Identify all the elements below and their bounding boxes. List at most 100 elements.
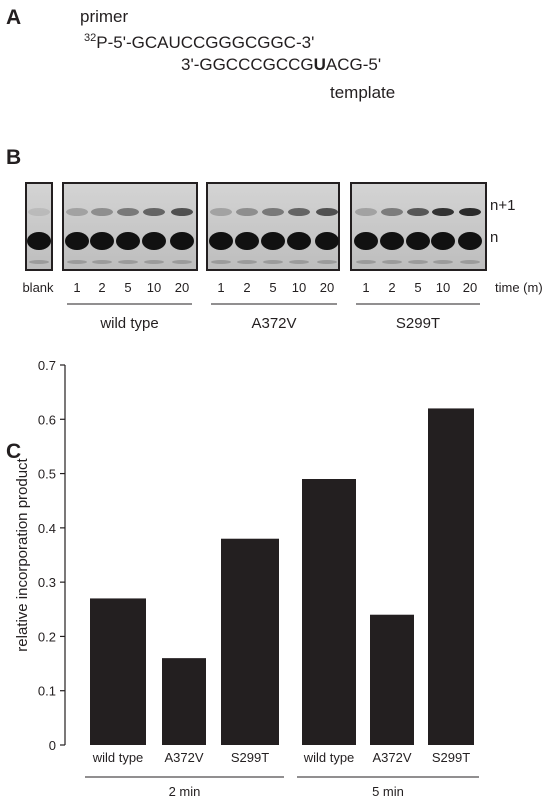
group-label: S299T xyxy=(396,315,440,332)
group-label: 2 min xyxy=(169,784,201,799)
band xyxy=(316,208,338,216)
band xyxy=(66,208,88,216)
gel-panel: 1 2 5 10 20 wild type 1 2 5 10 20 A372V 1 2 5 10 20 S299T xyxy=(25,182,487,332)
band xyxy=(142,232,166,250)
band xyxy=(460,260,480,264)
band xyxy=(354,232,378,250)
band xyxy=(433,260,453,264)
band xyxy=(237,260,257,264)
x-tick-label: A372V xyxy=(372,750,411,765)
y-axis-label: relative incorporation product xyxy=(14,457,31,651)
band xyxy=(261,232,285,250)
sequence: U xyxy=(314,55,326,74)
lane-label: 2 xyxy=(388,280,395,295)
group-label: wild type xyxy=(99,315,158,332)
band xyxy=(432,208,454,216)
band xyxy=(91,208,113,216)
band xyxy=(459,208,481,216)
band xyxy=(143,208,165,216)
band xyxy=(381,208,403,216)
band xyxy=(92,260,112,264)
primer-label: primer xyxy=(80,7,129,26)
band xyxy=(431,232,455,250)
lane-label: 10 xyxy=(147,280,161,295)
band xyxy=(287,232,311,250)
lane-label: 5 xyxy=(414,280,421,295)
lane-label: 10 xyxy=(436,280,450,295)
lane-label: 20 xyxy=(463,280,477,295)
band xyxy=(116,232,140,250)
band-label: n+1 xyxy=(490,197,515,214)
bar xyxy=(370,614,414,745)
lane-label: 5 xyxy=(124,280,131,295)
sequence: P-5'-GCAUCCGGGCGGC-3' xyxy=(96,33,314,52)
gel xyxy=(206,182,340,271)
band xyxy=(236,208,258,216)
band xyxy=(210,208,232,216)
band xyxy=(171,208,193,216)
band xyxy=(65,232,89,250)
superscript: 32 xyxy=(84,32,96,44)
band xyxy=(262,208,284,216)
band xyxy=(382,260,402,264)
x-tick-label: A372V xyxy=(164,750,203,765)
lane-label: 5 xyxy=(269,280,276,295)
lane-label: 1 xyxy=(362,280,369,295)
lane-label: 2 xyxy=(243,280,250,295)
band xyxy=(118,260,138,264)
panel-letter: C xyxy=(6,440,21,463)
bar-chart: 0 0.1 0.2 0.3 0.4 0.5 0.6 0.7 wild type A372V S299… xyxy=(38,358,479,799)
band xyxy=(458,232,482,250)
y-tick-label: 0.5 xyxy=(38,467,56,482)
band xyxy=(263,260,283,264)
band xyxy=(315,232,339,250)
band xyxy=(317,260,337,264)
band xyxy=(355,208,377,216)
x-tick-label: wild type xyxy=(92,750,144,765)
x-tick-label: S299T xyxy=(432,750,470,765)
band xyxy=(27,232,51,250)
band xyxy=(144,260,164,264)
band xyxy=(356,260,376,264)
y-tick-label: 0.7 xyxy=(38,358,56,373)
panel-letter: A xyxy=(6,6,21,29)
template-label: template xyxy=(330,83,395,102)
group-label: A372V xyxy=(251,315,296,332)
bar xyxy=(90,598,146,745)
bar xyxy=(221,538,279,745)
lane-label: blank xyxy=(22,280,54,295)
lane-label: 1 xyxy=(73,280,80,295)
sequence: ACG-5' xyxy=(326,55,381,74)
panel-letter: B xyxy=(6,146,21,169)
band xyxy=(235,232,259,250)
gel xyxy=(62,182,198,271)
band xyxy=(407,208,429,216)
band xyxy=(380,232,404,250)
band xyxy=(170,232,194,250)
y-tick-label: 0.1 xyxy=(38,684,56,699)
band xyxy=(288,208,310,216)
band xyxy=(289,260,309,264)
primer-sequence: 32P-5'-GCAUCCGGGCGGC-3' xyxy=(84,32,314,52)
y-tick-label: 0.2 xyxy=(38,629,56,644)
gel xyxy=(350,182,487,271)
x-tick-label: S299T xyxy=(231,750,269,765)
gel xyxy=(25,182,53,271)
y-tick-label: 0.6 xyxy=(38,412,56,427)
sequence: 3'-GGCCCGCCG xyxy=(181,55,314,74)
band xyxy=(67,260,87,264)
bar xyxy=(428,408,474,745)
bar xyxy=(162,658,206,745)
x-tick-label: wild type xyxy=(303,750,355,765)
y-tick-label: 0.3 xyxy=(38,575,56,590)
group-label: 5 min xyxy=(372,784,404,799)
lane-label: 1 xyxy=(217,280,224,295)
band xyxy=(172,260,192,264)
bar xyxy=(302,479,356,745)
template-sequence: 3'-GGCCCGCCGUACG-5' xyxy=(181,55,381,74)
band xyxy=(408,260,428,264)
band xyxy=(211,260,231,264)
y-tick-label: 0 xyxy=(49,738,56,753)
lane-label: 20 xyxy=(175,280,189,295)
